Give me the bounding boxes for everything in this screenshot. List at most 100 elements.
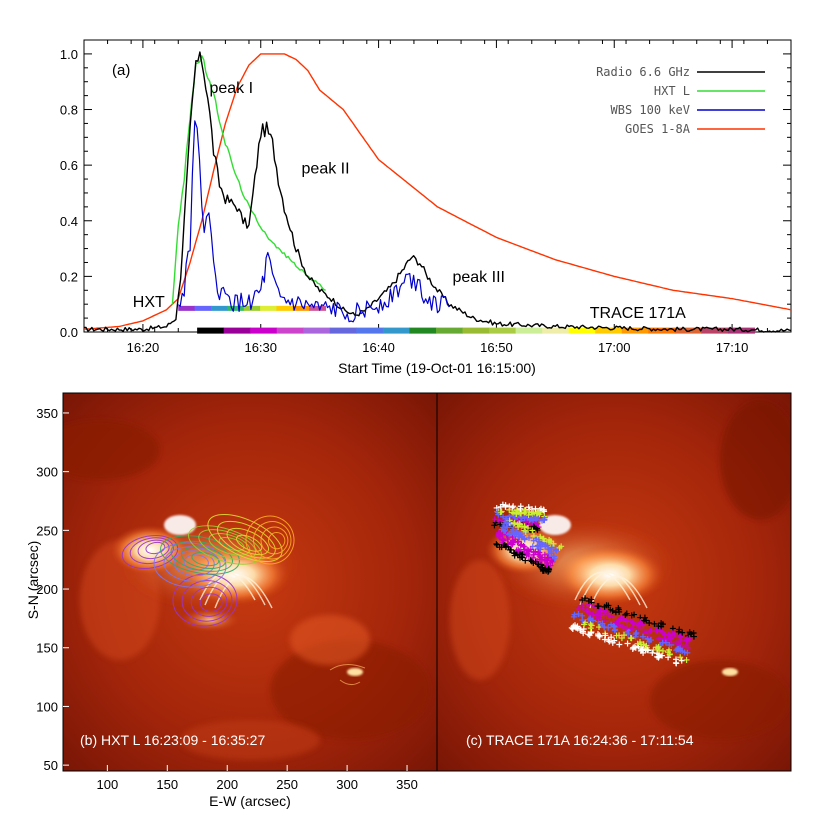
legend-label: HXT L (654, 84, 690, 98)
ribbon-plus-marker (527, 516, 534, 523)
ribbon-plus-marker (514, 507, 521, 514)
ribbon-plus-marker (517, 554, 524, 561)
trace-bar-segment (435, 327, 464, 334)
hxt-bar-segment (260, 305, 277, 311)
trace-bar-segment (568, 327, 596, 334)
ribbon-plus-marker (528, 509, 535, 516)
ribbon-plus-marker (524, 525, 531, 532)
ribbon-plus-marker (673, 656, 680, 663)
ribbon-plus-marker (606, 638, 613, 645)
trace-bar-segment (489, 327, 517, 334)
ribbon-plus-marker (541, 516, 548, 523)
x-tick-label: 16:30 (244, 340, 277, 355)
ribbon-plus-marker (518, 541, 525, 548)
ribbon-plus-marker (602, 616, 609, 623)
ribbon-plus-marker (539, 566, 546, 573)
ribbon-plus-marker (504, 536, 511, 543)
ribbon-plus-marker (610, 622, 617, 629)
ribbon-plus-marker (551, 555, 558, 562)
ribbon-plus-marker (675, 646, 682, 653)
contour-line (207, 514, 283, 562)
ribbon-plus-marker (491, 522, 498, 529)
ribbon-plus-marker (631, 644, 638, 651)
ribbon-plus-marker (493, 541, 500, 548)
ribbon-plus-marker (510, 549, 517, 556)
hxt-bar-segment (276, 305, 294, 311)
ribbon-plus-marker (624, 617, 631, 624)
ribbon-plus-marker (497, 503, 504, 510)
ribbon-plus-marker (535, 536, 542, 543)
tick-labels: 16:20 16:30 16:40 16:50 17:00 17:10 0.0 0.2 0.4 0… (60, 47, 748, 355)
y-tick-label: 0.6 (60, 158, 78, 173)
ribbon-plus-marker (535, 545, 542, 552)
trace-bar-segment (595, 327, 623, 334)
ribbon-plus-marker (498, 517, 505, 524)
ribbon-plus-marker (642, 628, 649, 635)
ribbon-plus-marker (570, 613, 577, 620)
series-line-0 (83, 51, 792, 333)
ribbon-plus-marker (623, 625, 630, 632)
ribbon-plus-marker (530, 560, 537, 567)
ribbon-plus-marker (669, 630, 676, 637)
annotations: peak I peak II peak III HXT TRACE 171A (133, 80, 686, 322)
ribbon-plus-marker (609, 607, 616, 614)
contour-line (191, 552, 220, 567)
ribbon-plus-marker (577, 627, 584, 634)
ribbon-plus-marker (676, 634, 683, 641)
trace-bar-segment (276, 327, 304, 334)
ribbon-plus-marker (518, 523, 525, 530)
trace-image-panel: (c) TRACE 171A 16:24:36 - 17:11:54 (436, 392, 792, 772)
ribbon-plus-marker (495, 529, 502, 536)
ribbon-plus-marker (616, 641, 623, 648)
ribbon-plus-marker (532, 505, 539, 512)
ribbon-plus-marker (583, 607, 590, 614)
ribbon-plus-marker (653, 627, 660, 634)
image-y-tick-label: 50 (44, 758, 58, 773)
trace-bar-segment (515, 327, 543, 334)
ribbon-plus-marker (515, 547, 522, 554)
ribbon-plus-marker (638, 621, 645, 628)
ribbon-markers (491, 501, 697, 667)
ribbon-plus-marker (527, 557, 534, 564)
ribbon-plus-marker (630, 620, 637, 627)
image-y-tick-label: 300 (36, 465, 58, 480)
image-x-tick-label: 350 (396, 777, 418, 792)
y-tick-label: 0.4 (60, 214, 78, 229)
image-y-tick-label: 250 (36, 523, 58, 538)
ribbon-plus-marker (656, 647, 663, 654)
contour-line (260, 526, 289, 555)
series-lines (83, 51, 792, 333)
image-y-tick-label: 100 (36, 699, 58, 714)
ribbon-plus-marker (640, 617, 647, 624)
ribbon-plus-marker (593, 611, 600, 618)
ribbon-plus-marker (613, 632, 620, 639)
ribbon-plus-marker (529, 543, 536, 550)
ribbon-plus-marker (619, 615, 626, 622)
ribbon-plus-marker (663, 637, 670, 644)
hxt-image-panel: (b) HXT L 16:23:09 - 16:35:27 100 150 200 2… (25, 392, 438, 809)
annotation-label: HXT (133, 294, 165, 311)
ribbon-plus-marker (659, 652, 666, 659)
ribbon-plus-marker (601, 623, 608, 630)
ribbon-plus-marker (656, 635, 663, 642)
trace-bar-segment (356, 327, 384, 334)
ribbon-plus-marker (522, 518, 529, 525)
ribbon-plus-marker (575, 604, 582, 611)
ribbon-plus-marker (594, 631, 601, 638)
ribbon-plus-marker (506, 530, 513, 537)
series-line-1 (171, 55, 326, 305)
ribbon-plus-marker (672, 638, 679, 645)
ribbon-plus-marker (647, 627, 654, 634)
trace-bar-segment (701, 327, 729, 334)
ribbon-plus-marker (525, 534, 532, 541)
hxt-bar-segment (309, 305, 327, 311)
ribbon-plus-marker (654, 650, 661, 657)
ribbon-plus-marker (501, 528, 508, 535)
ribbon-plus-marker (546, 539, 553, 546)
contour-line (145, 541, 166, 555)
ribbon-plus-marker (655, 643, 662, 650)
hxt-bar-segment (227, 305, 245, 311)
x-tick-label: 16:20 (127, 340, 160, 355)
ribbon-plus-marker (666, 641, 673, 648)
ribbon-plus-marker (644, 646, 651, 653)
